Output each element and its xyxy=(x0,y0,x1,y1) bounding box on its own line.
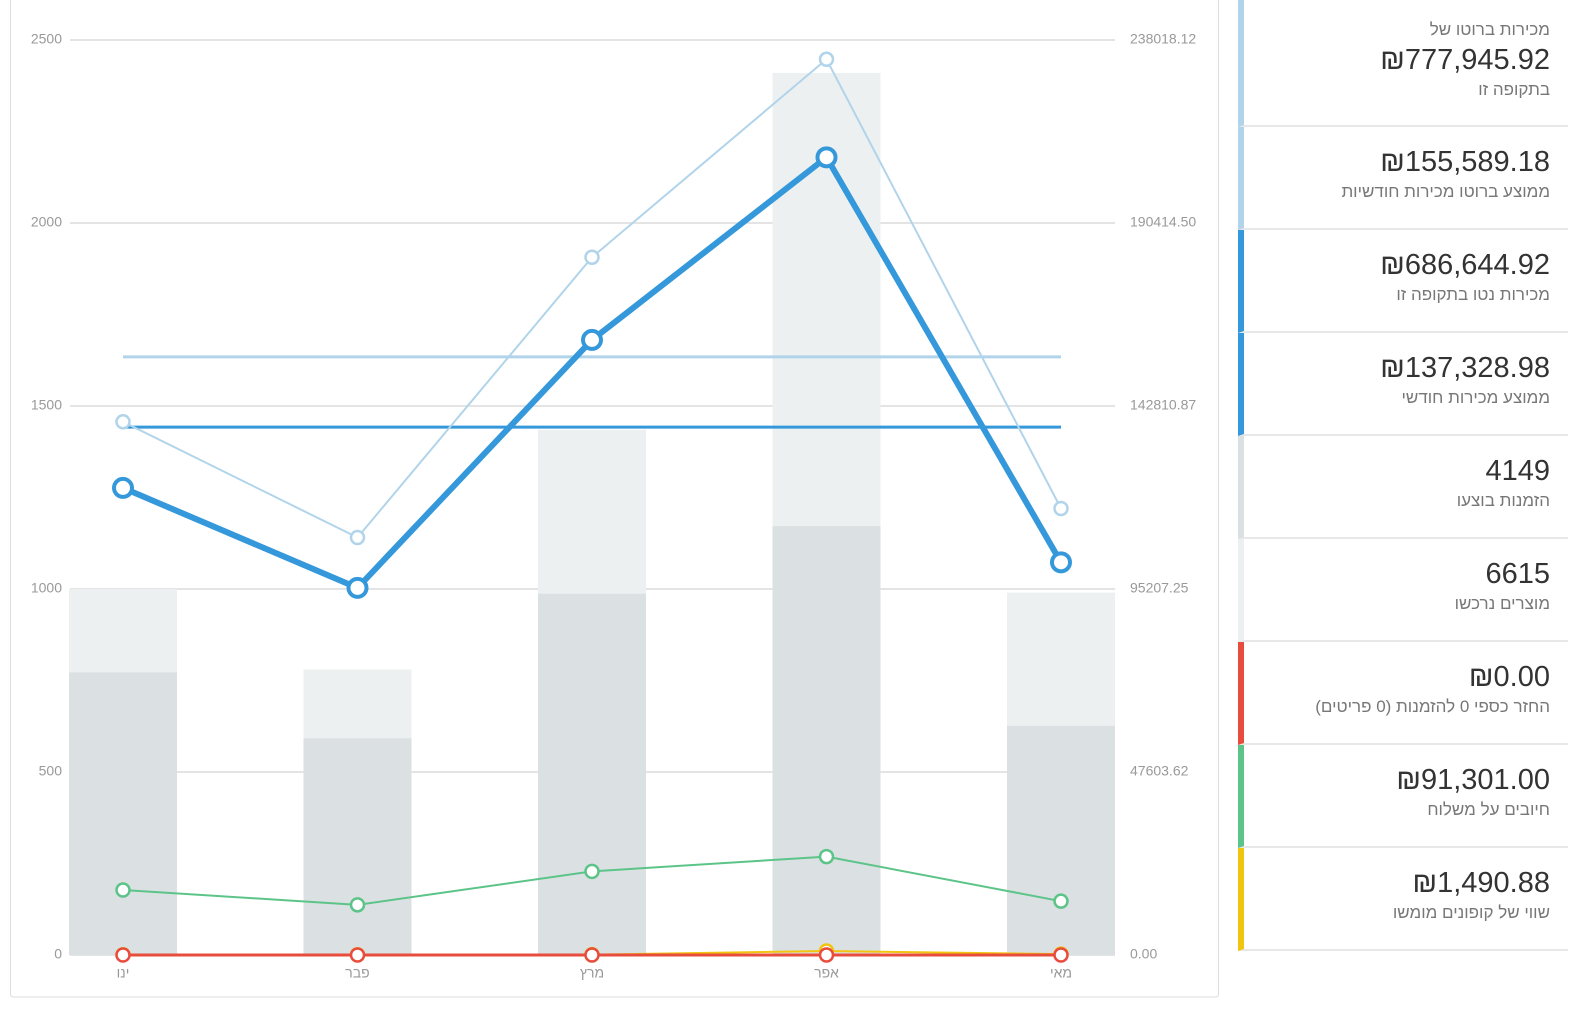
y-tick-label: 1500 xyxy=(31,397,62,413)
x-tick-label: ינו xyxy=(117,965,130,981)
y-tick-label: 0 xyxy=(54,946,62,962)
bar xyxy=(1007,725,1115,955)
point xyxy=(1053,500,1069,517)
y2-tick-label: 142810.87 xyxy=(1130,397,1196,413)
summary-value: ₪1,490.88 xyxy=(1412,867,1550,899)
summary-label: הזמנות בוצעו xyxy=(1456,491,1550,510)
summary-label: חיובים על משלוח xyxy=(1427,800,1550,819)
point xyxy=(349,529,366,546)
y-tick-label: 1000 xyxy=(31,580,62,596)
y-tick-label: 2500 xyxy=(31,31,62,47)
summary-item: 6615 מוצרים נרכשו xyxy=(1238,539,1568,642)
summary-prefix: מכירות ברוטו של xyxy=(1429,20,1550,39)
point xyxy=(815,146,838,169)
point xyxy=(115,947,131,963)
point xyxy=(115,414,131,430)
bar xyxy=(538,593,646,955)
bar xyxy=(69,672,177,955)
y2-tick-label: 95207.25 xyxy=(1130,580,1189,596)
chart: 0 500 1000 1500 2000 2500 0.00 47603.62 95207.25… xyxy=(10,0,1219,998)
point xyxy=(818,51,835,68)
summary-item: ₪155,589.18 ממוצע ברוטו מכירות חודשיות xyxy=(1238,127,1568,230)
point xyxy=(581,328,603,351)
bar xyxy=(303,738,412,955)
point xyxy=(818,947,835,963)
y2-tick-label: 47603.62 xyxy=(1130,763,1189,779)
y2-tick-label: 190414.50 xyxy=(1130,214,1196,230)
summary-value: ₪155,589.18 xyxy=(1380,146,1550,178)
point xyxy=(349,947,366,963)
summary-label: ממוצע ברוטו מכירות חודשיות xyxy=(1341,182,1550,201)
y-tick-label: 2000 xyxy=(31,214,62,230)
summary-item: ₪1,490.88 שווי של קופונים מומשו xyxy=(1238,848,1568,951)
point xyxy=(1053,947,1069,963)
point xyxy=(349,897,366,913)
summary-item: 4149 הזמנות בוצעו xyxy=(1238,436,1568,539)
summary-label: מכירות נטו בתקופה זו xyxy=(1396,285,1550,304)
summary-value: 6615 xyxy=(1485,558,1550,590)
summary-value: ₪686,644.92 xyxy=(1380,249,1550,281)
summary-item: ₪686,644.92 מכירות נטו בתקופה זו xyxy=(1238,230,1568,333)
point xyxy=(584,947,600,963)
point xyxy=(1050,551,1072,574)
y-tick-label: 500 xyxy=(39,763,63,779)
summary-item: ₪91,301.00 חיובים על משלוח xyxy=(1238,745,1568,848)
summary-label: ממוצע מכירות חודשי xyxy=(1401,388,1551,407)
summary-value: ₪0.00 xyxy=(1468,661,1550,693)
summary-item: ₪0.00 החזר כספי 0 להזמנות (0 פריטים) xyxy=(1238,642,1568,745)
x-tick-label: פבר xyxy=(345,965,369,981)
summary-label: החזר כספי 0 להזמנות (0 פריטים) xyxy=(1315,697,1550,716)
summary-label: שווי של קופונים מומשו xyxy=(1392,903,1550,922)
summary-item: ₪137,328.98 ממוצע מכירות חודשי xyxy=(1238,333,1568,436)
bar xyxy=(772,526,881,955)
summary-value: ₪777,945.92 xyxy=(1380,44,1550,76)
point xyxy=(346,576,369,599)
x-tick-label: מרץ xyxy=(580,965,604,981)
y2-tick-label: 238018.12 xyxy=(1130,31,1196,47)
x-tick-label: מאי xyxy=(1050,965,1072,981)
sidebar: מכירות ברוטו של ₪777,945.92 בתקופה זו ₪155,… xyxy=(1238,0,1568,951)
summary-label: מוצרים נרכשו xyxy=(1454,594,1550,613)
point xyxy=(115,882,131,898)
y2-tick-label: 0.00 xyxy=(1130,946,1157,962)
summary-item: מכירות ברוטו של ₪777,945.92 בתקופה זו xyxy=(1238,0,1568,127)
point xyxy=(584,249,600,266)
point xyxy=(1053,893,1069,909)
summary-label: בתקופה זו xyxy=(1478,80,1550,99)
summary-value: 4149 xyxy=(1485,455,1550,487)
point xyxy=(584,863,600,880)
summary-value: ₪91,301.00 xyxy=(1396,764,1550,796)
x-tick-label: אפר xyxy=(814,965,839,981)
point xyxy=(818,848,835,865)
summary-value: ₪137,328.98 xyxy=(1380,352,1550,384)
point xyxy=(112,476,134,499)
